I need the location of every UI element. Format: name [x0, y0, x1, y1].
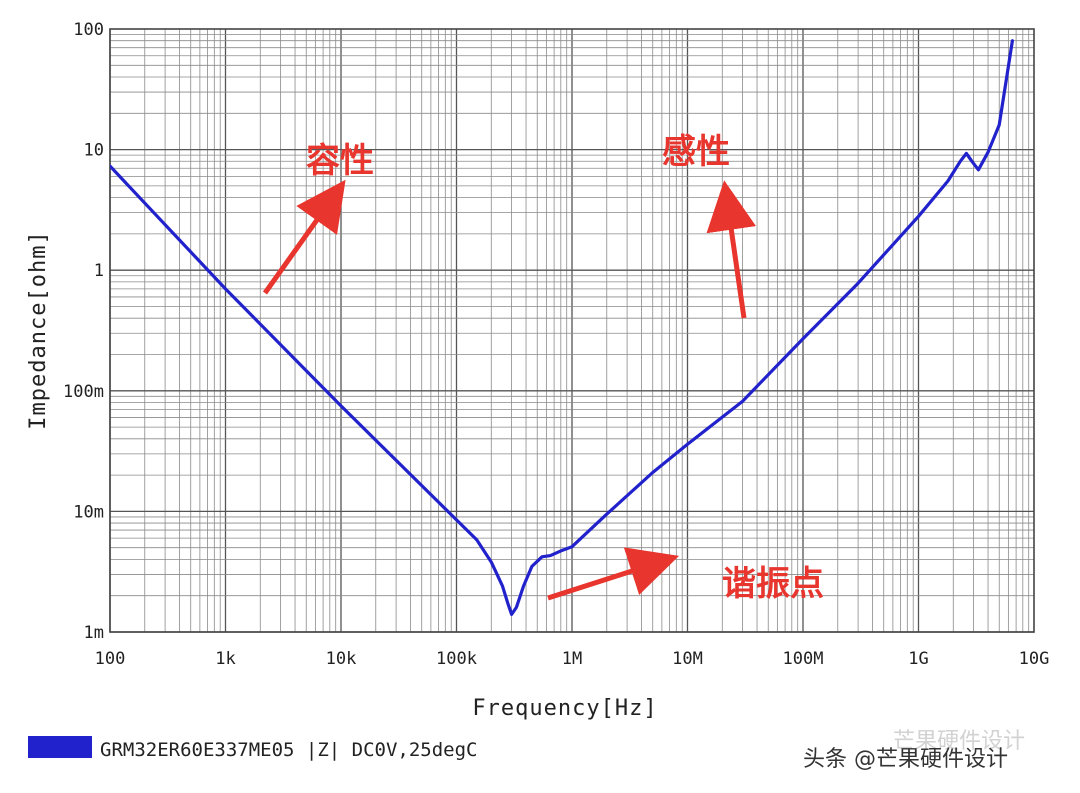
impedance-curve: [110, 39, 1014, 616]
x-tick-label: 10M: [672, 649, 703, 669]
x-axis-title: Frequency[Hz]: [472, 696, 657, 721]
plot-frame: [109, 28, 1035, 633]
x-tick-label: 1M: [562, 649, 582, 669]
arrow-resonance: [547, 547, 680, 601]
x-tick-label: 1k: [215, 649, 235, 669]
annotation-label-resonance: 谐振点: [722, 564, 824, 604]
y-tick-label: 1m: [84, 623, 104, 643]
annotation-capacitive: 容性: [262, 141, 374, 295]
y-tick-label: 10m: [73, 502, 104, 522]
annotation-inductive: 感性: [662, 132, 757, 319]
faded-watermark: 芒果硬件设计: [893, 729, 1025, 754]
y-tick-label: 100m: [63, 382, 104, 402]
y-axis-ticks: 1m 10m 100m 1 10 100: [63, 20, 104, 643]
y-axis-title: Impedance[ohm]: [26, 230, 51, 429]
legend-label: GRM32ER60E337ME05 |Z| DC0V,25degC: [100, 739, 478, 761]
x-tick-label: 10G: [1019, 649, 1050, 669]
x-tick-label: 100: [95, 649, 126, 669]
annotation-label-capacitive: 容性: [306, 141, 374, 181]
x-tick-label: 100M: [783, 649, 824, 669]
y-tick-label: 10: [84, 141, 104, 161]
y-tick-label: 100: [73, 20, 104, 40]
legend-swatch: [28, 736, 92, 758]
plot-grid: [109, 29, 1034, 633]
x-axis-ticks: 100 1k 10k 100k 1M 10M 100M 1G 10G: [95, 649, 1050, 669]
legend: GRM32ER60E337ME05 |Z| DC0V,25degC: [28, 736, 478, 761]
annotation-label-inductive: 感性: [662, 132, 730, 172]
y-tick-label: 1: [94, 261, 104, 281]
x-tick-label: 100k: [436, 649, 477, 669]
arrow-capacitive: [262, 179, 346, 295]
x-tick-label: 1G: [908, 649, 928, 669]
annotation-resonance: 谐振点: [547, 547, 824, 604]
arrow-inductive: [706, 180, 757, 319]
x-tick-label: 10k: [326, 649, 357, 669]
watermark: 头条 @芒果硬件设计: [803, 747, 1008, 772]
